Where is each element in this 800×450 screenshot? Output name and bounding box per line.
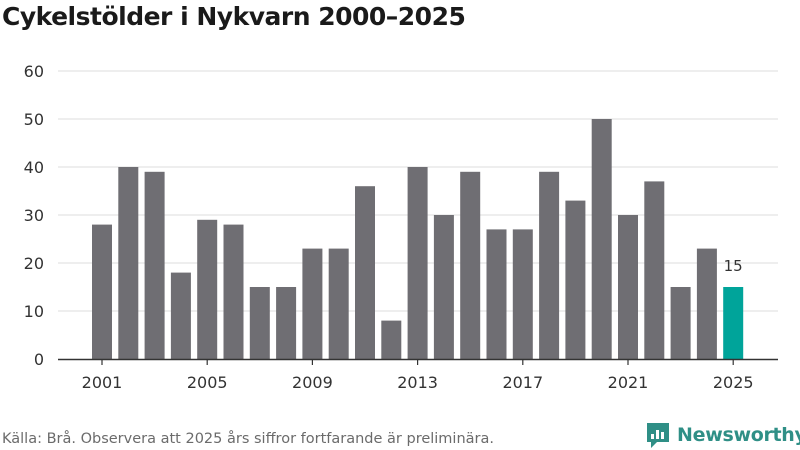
annotations: 15 <box>724 257 743 275</box>
bar-2008 <box>276 287 297 359</box>
newsworthy-chat-bars-icon <box>647 423 669 448</box>
bar-2018 <box>539 171 560 359</box>
y-tick-label: 40 <box>24 158 44 177</box>
bar-2024 <box>696 248 717 359</box>
bar-2016 <box>486 229 507 359</box>
brand-logo: Newsworthy <box>645 421 800 449</box>
x-tick-label: 2017 <box>502 373 543 392</box>
x-tick-label: 2025 <box>713 373 754 392</box>
bars <box>92 119 744 359</box>
bar-2001 <box>92 224 112 359</box>
y-tick-label: 50 <box>24 110 44 129</box>
bar-2003 <box>144 171 165 359</box>
bar-2017 <box>512 229 533 359</box>
bar-2019 <box>565 200 586 359</box>
x-tick-label: 2009 <box>292 373 333 392</box>
brand-name: Newsworthy <box>677 424 800 446</box>
y-tick-label: 60 <box>24 62 44 81</box>
chart-title: Cykelstölder i Nykvarn 2000–2025 <box>2 2 466 31</box>
y-axis-labels: 0 10 20 30 40 50 60 <box>24 62 44 369</box>
bar-2006 <box>223 224 244 359</box>
bar-2015 <box>460 171 481 359</box>
x-tick-label: 2001 <box>82 373 123 392</box>
bar-2002 <box>118 167 139 359</box>
source-note: Källa: Brå. Observera att 2025 års siffr… <box>2 431 494 447</box>
bar-2025 <box>723 287 744 359</box>
bar-2012 <box>381 320 402 359</box>
x-tick-label: 2013 <box>397 373 438 392</box>
y-tick-label: 0 <box>34 350 44 369</box>
x-axis <box>58 358 778 365</box>
bar-2021 <box>618 215 638 359</box>
x-tick-label: 2021 <box>608 373 649 392</box>
y-tick-label: 30 <box>24 206 44 225</box>
bar-2020 <box>591 119 612 359</box>
bar-2013 <box>407 167 428 359</box>
bar-2007 <box>249 287 270 359</box>
bar-2023 <box>670 287 691 359</box>
bar-2014 <box>433 215 454 359</box>
y-tick-label: 20 <box>24 254 44 273</box>
bar-2005 <box>197 219 218 359</box>
y-tick-label: 10 <box>24 302 44 321</box>
x-tick-label: 2005 <box>187 373 228 392</box>
bar-2004 <box>170 272 191 359</box>
bar-2009 <box>302 248 323 359</box>
x-axis-labels: 2001 2005 2009 2013 2017 2021 2025 <box>82 373 754 392</box>
data-label-2025: 15 <box>724 257 743 275</box>
bar-2010 <box>328 248 349 359</box>
bar-2011 <box>355 186 375 359</box>
bar-2022 <box>644 181 665 359</box>
